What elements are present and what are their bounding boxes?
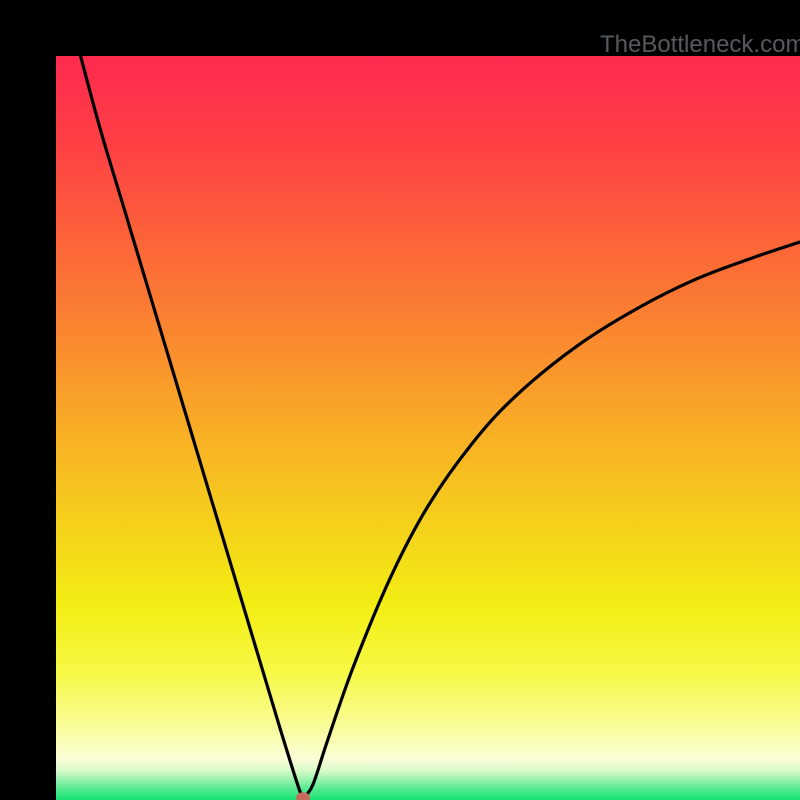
plot-area (56, 56, 800, 800)
bottleneck-curve (56, 56, 800, 800)
watermark-text: TheBottleneck.com (600, 31, 800, 59)
curve-right-segment (303, 242, 800, 798)
curve-left-segment (81, 56, 303, 798)
chart-frame: TheBottleneck.com (0, 0, 800, 800)
